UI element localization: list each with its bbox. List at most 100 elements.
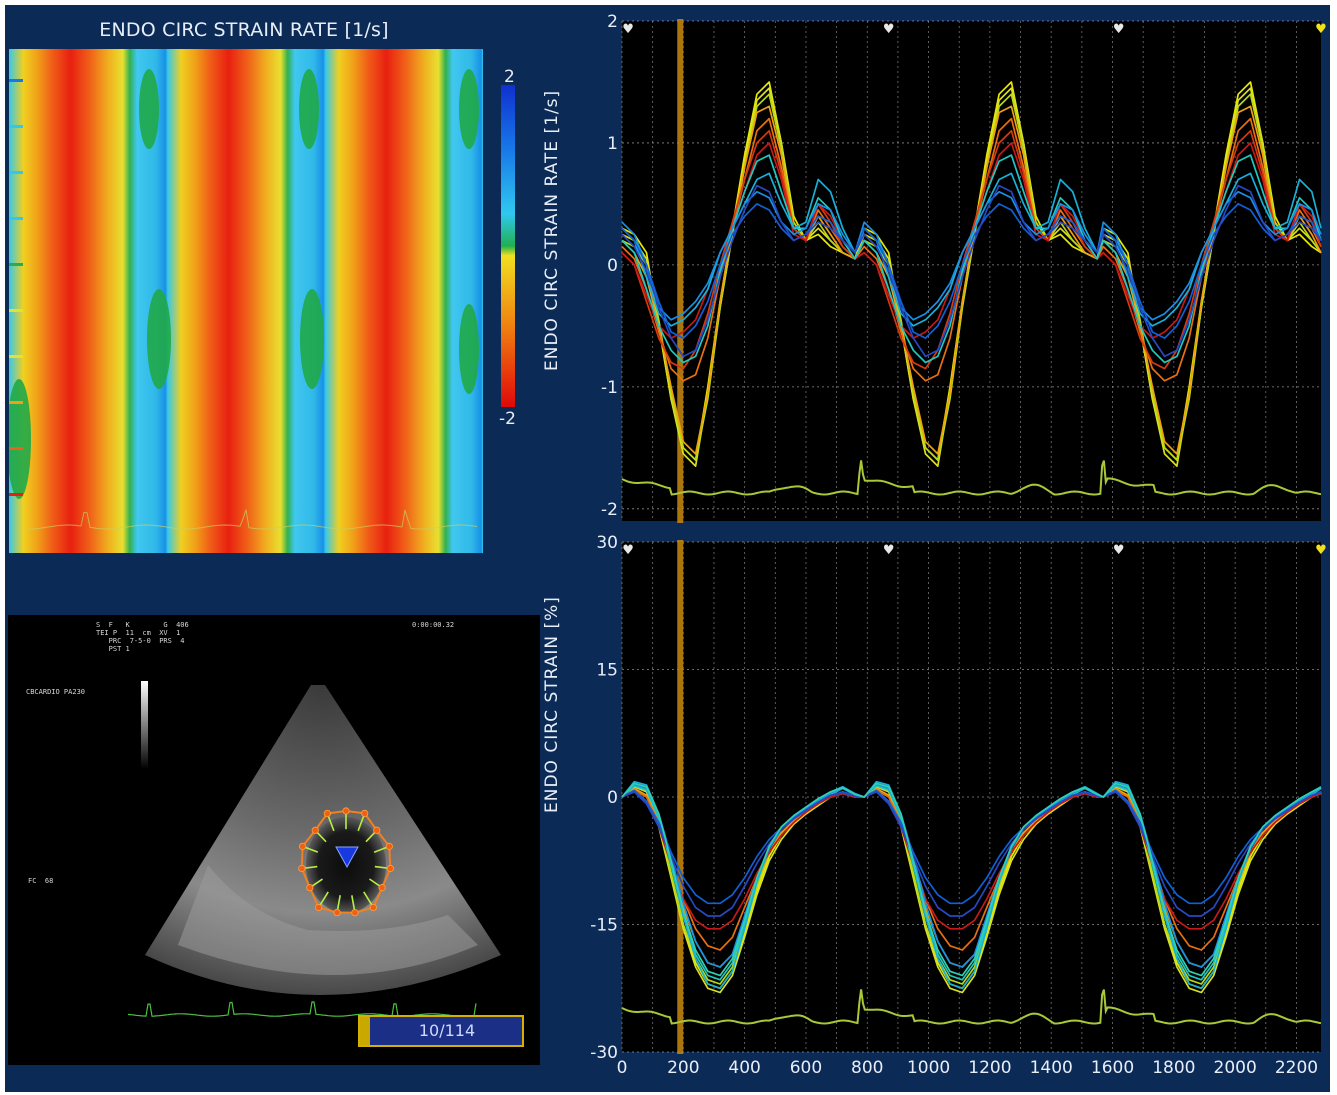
frame-slider-handle[interactable] [360, 1017, 370, 1045]
contour-node[interactable] [361, 809, 369, 817]
segment-tick [9, 355, 23, 358]
x-tick-label: 2200 [1275, 1058, 1318, 1078]
heart-beat-icon: ♥ [622, 543, 634, 558]
segment-curve[interactable] [621, 785, 1322, 981]
heart-beat-icon: ♥ [1315, 22, 1327, 37]
heatmap-ecg-trace [27, 509, 478, 530]
y-tick-label: 1 [607, 134, 618, 154]
y-tick-label: 2 [607, 12, 618, 32]
y-tick-label: -30 [590, 1043, 618, 1063]
ecg-trace [621, 460, 1322, 496]
x-tick-label: 1600 [1091, 1058, 1134, 1078]
x-tick-label: 0 [617, 1058, 628, 1078]
segment-curve[interactable] [621, 791, 1322, 930]
x-tick-label: 200 [667, 1058, 699, 1078]
bottom-plot-ylabel: ENDO CIRC STRAIN [%] [542, 596, 562, 813]
y-tick-label: -2 [601, 500, 618, 520]
x-tick-label: 800 [851, 1058, 883, 1078]
plots-area: 2 1 0 -1 -2 ♥ ♥ ♥ ♥ 30 15 0 -15 -30 ♥ ♥ ♥ ♥ 0 200 400 600 800 1… [590, 12, 1327, 1078]
x-tick-label: 400 [728, 1058, 760, 1078]
time-cursor[interactable] [677, 540, 684, 1054]
segment-curve[interactable] [621, 184, 1322, 358]
heart-beat-icon: ♥ [1113, 543, 1125, 558]
segment-tick [9, 171, 23, 174]
contour-node[interactable] [333, 908, 341, 917]
segment-curve[interactable] [621, 789, 1322, 951]
heatmap-zero-region [459, 304, 479, 394]
heart-beat-icon: ♥ [883, 22, 895, 37]
colorbar-gradient [501, 85, 515, 407]
segment-tick [9, 263, 23, 266]
contour-node[interactable] [315, 903, 323, 912]
segment-curve[interactable] [621, 785, 1322, 994]
segment-tick [9, 309, 23, 312]
heatmap-title: ENDO CIRC STRAIN RATE [1/s] [99, 19, 389, 41]
x-tick-label: 1800 [1152, 1058, 1195, 1078]
contour-node[interactable] [298, 842, 307, 850]
segment-tick [9, 125, 23, 128]
colorbar-max-label: 2 [504, 67, 515, 87]
contour-node[interactable] [298, 864, 306, 873]
time-cursor[interactable] [677, 19, 684, 523]
y-tick-label: 0 [607, 256, 618, 276]
segment-tick [9, 79, 23, 82]
heatmap-zero-region [139, 69, 159, 149]
contour-node[interactable] [369, 903, 377, 912]
segment-curve[interactable] [621, 129, 1322, 370]
sector-speckle-band [178, 865, 478, 975]
lv-contour-line [300, 809, 392, 914]
frame-slider[interactable]: 10/114 [358, 1015, 524, 1047]
strain-rate-heatmap[interactable] [9, 49, 483, 553]
lv-tracking-contour[interactable] [298, 807, 394, 917]
y-tick-label: -15 [590, 916, 618, 936]
segment-curve[interactable] [621, 780, 1322, 990]
y-tick-label: 15 [596, 661, 618, 681]
x-tick-label: 1200 [968, 1058, 1011, 1078]
heatmap-zero-region [147, 289, 171, 389]
contour-node[interactable] [323, 809, 331, 818]
heatmap-field [9, 49, 483, 553]
segment-curve[interactable] [621, 791, 1322, 917]
y-tick-label: 30 [596, 533, 618, 553]
ecg-trace [621, 989, 1322, 1025]
heart-rate-label: FC 68 [28, 877, 54, 885]
segment-curve[interactable] [621, 190, 1322, 321]
heatmap-zero-region [459, 69, 479, 149]
contour-node[interactable] [385, 842, 393, 850]
segment-tick [9, 447, 23, 450]
segment-tick [9, 401, 23, 404]
contour-node[interactable] [311, 826, 319, 834]
contour-node[interactable] [306, 884, 314, 892]
heatmap-zero-region [300, 289, 324, 389]
frame-counter: 10/114 [418, 1021, 476, 1040]
echo-ecg-trace [127, 1001, 477, 1017]
echo-ultrasound-image[interactable] [8, 615, 540, 1065]
contour-node[interactable] [386, 864, 394, 873]
x-tick-label: 2000 [1214, 1058, 1257, 1078]
contour-node[interactable] [378, 884, 386, 892]
center-marker [335, 846, 359, 869]
segment-curve[interactable] [621, 783, 1322, 968]
x-tick-label: 1400 [1030, 1058, 1073, 1078]
heart-beat-icon: ♥ [883, 543, 895, 558]
x-tick-label: 1000 [907, 1058, 950, 1078]
grayscale-bar [141, 681, 148, 769]
segment-curve[interactable] [621, 782, 1322, 977]
heatmap-zero-region [299, 69, 319, 149]
colorbar [501, 85, 523, 407]
y-tick-label: 0 [607, 788, 618, 808]
heatmap-zero-region [9, 379, 31, 499]
segment-curve[interactable] [621, 789, 1322, 905]
contour-node[interactable] [373, 826, 381, 834]
strain-rate-plot[interactable]: 2 1 0 -1 -2 ♥ ♥ ♥ ♥ [601, 12, 1327, 523]
contour-node[interactable] [342, 807, 350, 815]
colorbar-min-label: -2 [499, 409, 516, 429]
contour-node[interactable] [351, 909, 359, 917]
strain-plot[interactable]: 30 15 0 -15 -30 ♥ ♥ ♥ ♥ [590, 533, 1327, 1063]
x-tick-label: 600 [790, 1058, 822, 1078]
y-tick-label: -1 [601, 378, 618, 398]
probe-label: CBCARDIO PA230 [26, 688, 86, 696]
segment-tick [9, 217, 23, 220]
segment-tick [9, 493, 23, 496]
echo-image-panel: S F K G 406 TEI P 11 cm XV 1 PRC 7-5-0 P… [8, 615, 540, 1065]
